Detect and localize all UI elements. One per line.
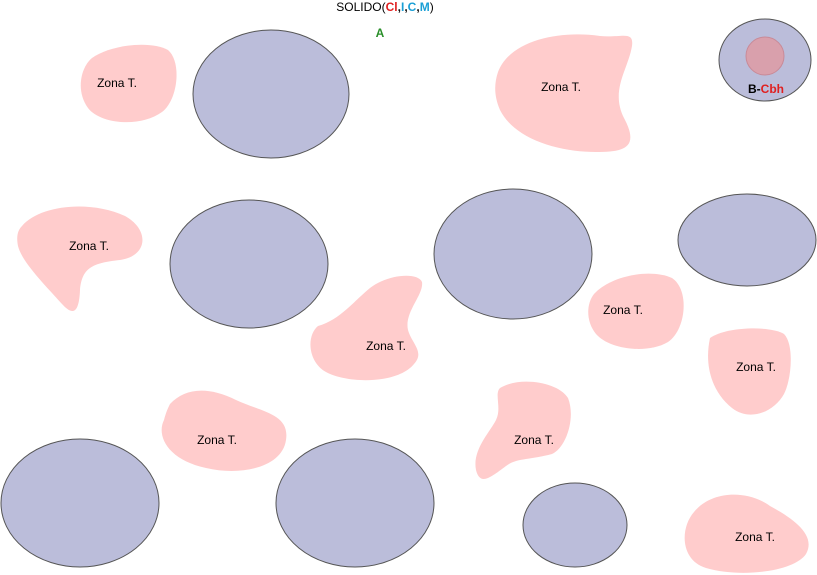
zona-t-region <box>684 494 809 573</box>
solid-grain <box>275 438 435 568</box>
bubble-label: B-Cbh <box>728 82 804 96</box>
zona-t-region <box>495 34 633 153</box>
solid-grain <box>0 438 160 568</box>
zona-t-label: Zona T. <box>603 303 643 317</box>
zona-t-region <box>17 206 143 312</box>
bubble-label-suffix: Cbh <box>760 82 784 96</box>
diagram-title: SOLIDO(Cl,I,C,M) <box>0 0 770 14</box>
solid-grain <box>677 193 817 287</box>
zona-t-region <box>708 328 791 415</box>
zona-t-label: Zona T. <box>514 433 554 447</box>
title-components: Cl,I,C,M <box>386 0 430 14</box>
title-part: M <box>419 0 430 14</box>
zona-t-label: Zona T. <box>736 360 776 374</box>
phase-label-a: A <box>375 26 385 40</box>
title-part: C <box>407 0 417 14</box>
zona-t-labels: Zona T. Zona T. Zona T. Zona T. Zona T. Zona … <box>69 76 776 544</box>
zona-t-label: Zona T. <box>97 76 137 90</box>
solid-grains <box>0 18 817 568</box>
title-part: , <box>416 0 420 14</box>
bubble-label-prefix: B- <box>748 82 761 96</box>
zona-t-label: Zona T. <box>541 80 581 94</box>
bubble-inner <box>745 36 785 76</box>
zona-t-label: Zona T. <box>69 239 109 253</box>
solid-grain <box>433 188 593 320</box>
zona-t-label: Zona T. <box>735 530 775 544</box>
zona-t-region <box>588 273 684 349</box>
zona-t-region <box>80 44 177 123</box>
solid-grain <box>169 199 329 329</box>
title-part: I <box>400 0 405 14</box>
title-part: Cl <box>385 0 398 14</box>
zona-t-region <box>310 275 423 381</box>
zona-t-region <box>475 381 571 479</box>
solid-grain <box>192 29 350 159</box>
zona-t-label: Zona T. <box>366 339 406 353</box>
zona-t-region <box>161 390 287 471</box>
solid-grain <box>522 482 628 568</box>
title-part: , <box>404 0 408 14</box>
zona-t-label: Zona T. <box>197 433 237 447</box>
title-prefix: SOLIDO( <box>336 0 386 14</box>
zona-t-regions <box>17 34 809 573</box>
title-suffix: ) <box>429 0 434 14</box>
title-part: , <box>397 0 401 14</box>
